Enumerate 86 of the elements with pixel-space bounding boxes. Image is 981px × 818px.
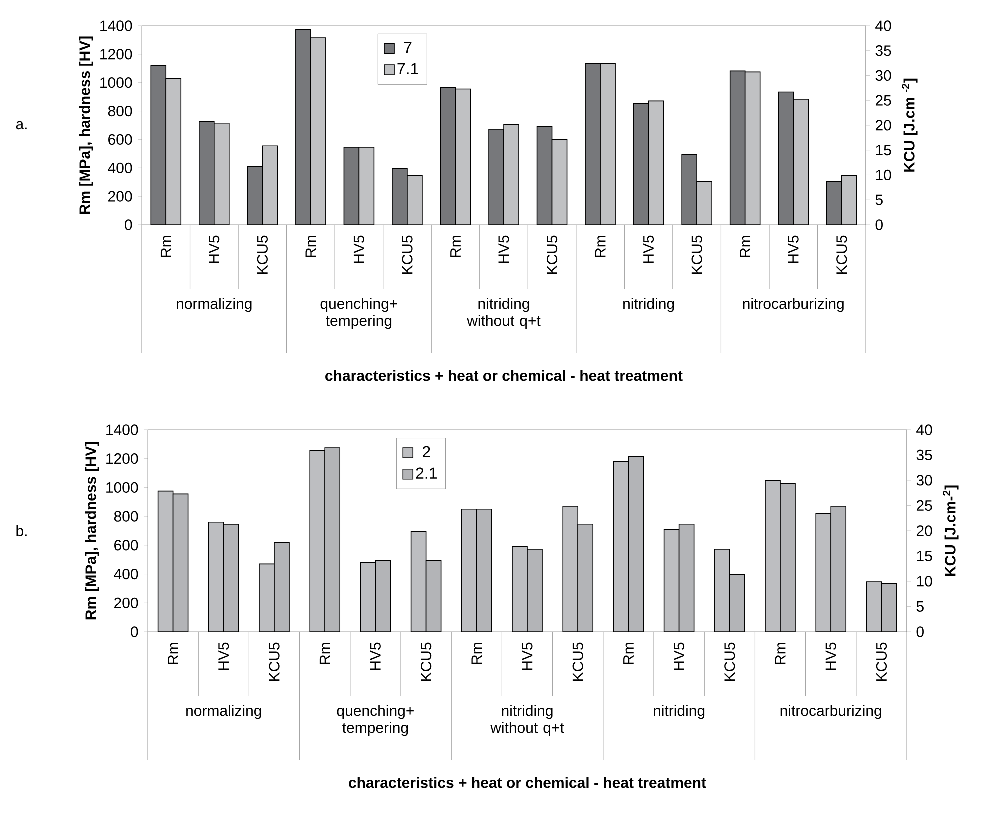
x-tick-label: HV5 (788, 236, 799, 264)
x-tick-label: Rm (306, 236, 316, 258)
y-axis-title: Rm [MPa], hardness [HV] (79, 36, 94, 214)
y2-tick-label: 10 (876, 170, 892, 181)
y2-tick-label: 40 (916, 424, 932, 436)
x-tick-label: KCU5 (420, 642, 432, 681)
y2-tick-label: 25 (916, 500, 932, 512)
x-tick-label: KCU5 (876, 642, 888, 681)
y2-tick-label: 0 (916, 626, 924, 638)
text: nitrocarburizing (743, 298, 844, 312)
y-tick-label: 1000 (100, 78, 132, 88)
text: normalizing (177, 298, 252, 312)
y-tick-label: 1400 (106, 424, 138, 436)
y-tick-label: 400 (114, 568, 138, 580)
y2-axis-title: KCU [J.cm-$^{2}$] (943, 486, 959, 576)
x-tick-label: KCU5 (402, 236, 413, 274)
x-tick-label: Rm (740, 236, 751, 258)
x-tick-label: KCU5 (836, 236, 848, 274)
x-tick-label: HV5 (522, 642, 533, 670)
x-axis-title: characteristics + heat or chemical - heat treatment (349, 777, 706, 788)
y-tick-label: 1200 (106, 454, 138, 464)
y-tick-label: 1200 (100, 49, 132, 60)
legend-label: 2 (422, 446, 430, 458)
legend-label: 7 (404, 42, 412, 54)
text: quenching+ tempering (337, 705, 414, 736)
x-tick-label: KCU5 (692, 236, 702, 274)
y2-tick-label: 35 (876, 46, 892, 56)
y2-axis-title: KCU [J.cm $^{-2}$] (902, 78, 918, 172)
x-tick-label: Rm (160, 236, 172, 258)
text: a. (16, 121, 27, 130)
legend-label: 7.1 (398, 63, 418, 74)
text: nitriding (654, 705, 705, 720)
y-tick-label: 400 (108, 162, 132, 174)
x-tick-label: HV5 (826, 642, 836, 670)
legend-label: 2.1 (416, 468, 437, 479)
y2-tick-label: 30 (916, 475, 932, 486)
text: nitrocarburizing (780, 705, 882, 720)
y2-tick-label: 20 (876, 120, 892, 131)
x-axis-title: characteristics + heat or chemical - heat treatment (326, 370, 683, 382)
y-tick-label: 600 (108, 134, 132, 146)
y-tick-label: 200 (114, 598, 138, 608)
x-tick-label: KCU5 (269, 642, 280, 681)
x-tick-label: KCU5 (257, 236, 268, 274)
text: nitriding without q+t (490, 705, 564, 736)
y-tick-label: 200 (108, 191, 132, 202)
x-tick-label: KCU5 (724, 642, 736, 681)
text: quenching+ tempering (320, 298, 398, 330)
y-tick-label: 1000 (106, 482, 138, 494)
y-tick-label: 600 (114, 540, 138, 551)
x-tick-label: HV5 (674, 642, 685, 670)
y2-tick-label: 15 (876, 145, 892, 156)
y2-tick-label: 10 (917, 576, 932, 587)
y2-tick-label: 15 (917, 551, 932, 562)
y2-tick-label: 5 (876, 194, 883, 206)
x-tick-label: HV5 (209, 236, 220, 264)
y2-tick-label: 20 (916, 526, 932, 536)
x-tick-label: KCU5 (572, 642, 584, 681)
x-tick-label: Rm (320, 643, 330, 664)
y-tick-label: 0 (125, 220, 132, 230)
y2-tick-label: 40 (876, 20, 892, 32)
y2-tick-label: 30 (876, 70, 892, 82)
x-tick-label: Rm (450, 236, 461, 258)
x-tick-label: Rm (775, 643, 786, 664)
x-tick-label: HV5 (498, 236, 510, 264)
x-tick-label: HV5 (218, 642, 230, 670)
x-tick-label: HV5 (644, 236, 654, 264)
x-tick-label: Rm (168, 643, 178, 664)
y-tick-label: 0 (131, 626, 138, 638)
y2-tick-label: 25 (876, 95, 892, 106)
y2-tick-label: 0 (876, 220, 883, 230)
y-tick-label: 1400 (100, 20, 132, 32)
y2-tick-label: 35 (916, 450, 932, 461)
x-tick-label: Rm (595, 236, 606, 258)
x-tick-label: Rm (472, 643, 482, 664)
text: b. (16, 525, 27, 536)
y-tick-label: 800 (108, 106, 132, 117)
x-tick-label: HV5 (370, 642, 381, 670)
x-tick-label: HV5 (354, 236, 364, 264)
text: normalizing (186, 705, 262, 720)
y-tick-label: 800 (114, 511, 138, 522)
text: nitriding without q+t (467, 298, 541, 330)
x-tick-label: Rm (624, 643, 634, 664)
y-axis-title: Rm [MPa], hardness [HV] (85, 442, 100, 620)
x-tick-label: KCU5 (546, 236, 558, 274)
y2-tick-label: 5 (916, 602, 924, 612)
text: nitriding (624, 298, 674, 312)
